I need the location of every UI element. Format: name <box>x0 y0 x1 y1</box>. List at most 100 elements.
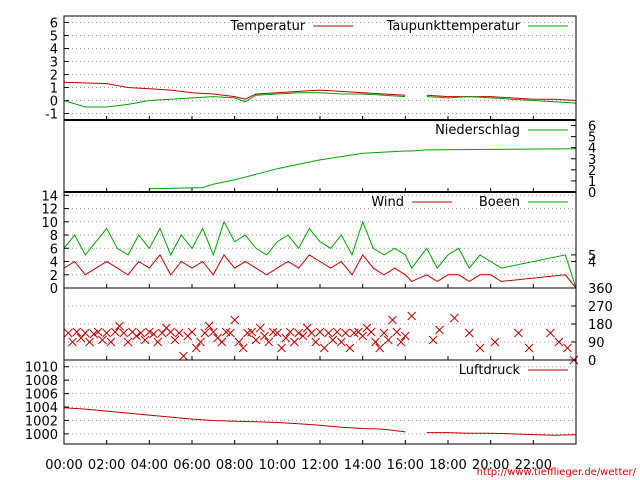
panel-4 <box>63 287 579 365</box>
wind-direction-point <box>76 333 86 343</box>
wind-direction-point <box>217 337 227 347</box>
y-tick-label: 1006 <box>25 388 58 403</box>
y-tick-label: 6 <box>50 17 58 32</box>
wind-direction-point <box>379 328 389 338</box>
x-tick-label: 00:00 <box>45 458 82 473</box>
y2-tick-label: 360 <box>588 282 613 297</box>
wind-direction-point <box>102 328 112 338</box>
y-tick-label: 1 <box>50 82 58 97</box>
wind-direction-point <box>123 337 133 347</box>
series-line-boeen <box>63 220 577 289</box>
wind-direction-point <box>307 328 316 338</box>
legend-label: Niederschlag <box>435 123 520 138</box>
y2-tick-label: 4 <box>588 142 596 157</box>
legend-label: Taupunkttemperatur <box>386 19 521 34</box>
x-tick-label: 04:00 <box>131 458 168 473</box>
wind-direction-point <box>93 327 103 337</box>
wind-direction-point <box>247 327 257 337</box>
y2-tick-label: 0 <box>588 186 596 201</box>
x-tick-label: 22:00 <box>515 458 552 473</box>
y-tick-label: 3 <box>50 56 58 71</box>
wind-direction-point <box>324 328 333 338</box>
y-tick-label: 4 <box>50 256 58 271</box>
wind-direction-point <box>272 328 282 338</box>
wind-direction-point <box>315 327 325 337</box>
y-tick-label: -1 <box>45 108 58 123</box>
wind-direction-point <box>388 315 397 325</box>
x-tick-label: 18:00 <box>429 458 466 473</box>
x-tick-label: 14:00 <box>344 458 381 473</box>
x-tick-label: 10:00 <box>259 458 296 473</box>
wind-direction-point <box>563 343 572 353</box>
wind-direction-point <box>383 335 393 345</box>
series-line-luftdruck <box>63 407 577 436</box>
wind-direction-point <box>149 329 158 339</box>
legend-label: Boeen <box>479 195 520 210</box>
wind-direction-point <box>311 337 321 347</box>
wind-direction-point <box>475 343 485 353</box>
y-tick-label: 4 <box>50 43 58 58</box>
y2-tick-label: 1 <box>588 175 596 190</box>
wind-direction-point <box>110 327 120 337</box>
wind-direction-point <box>157 328 167 338</box>
wind-direction-point <box>435 325 444 335</box>
y-tick-label: 8 <box>50 229 58 244</box>
y2-tick-label: 0 <box>588 354 596 369</box>
wind-direction-point <box>89 329 99 339</box>
legend-label: Wind <box>371 195 404 210</box>
wind-direction-point <box>251 335 261 345</box>
wind-direction-point <box>428 335 438 345</box>
wind-direction-point <box>106 337 116 347</box>
wind-direction-point <box>72 327 82 337</box>
wind-direction-point <box>524 343 534 353</box>
wind-direction-point <box>68 337 77 347</box>
y2-tick-label: 5 <box>588 249 596 264</box>
wind-direction-point <box>319 343 329 353</box>
wind-direction-point <box>255 323 265 333</box>
y-tick-label: 14 <box>41 189 58 204</box>
y-tick-label: 12 <box>41 203 58 218</box>
wind-direction-point <box>115 321 124 331</box>
wind-direction-point <box>187 327 197 337</box>
wind-direction-point <box>98 335 107 345</box>
wind-direction-point <box>140 335 150 345</box>
wind-direction-point <box>238 343 248 353</box>
wind-direction-point <box>341 328 350 338</box>
wind-direction-point <box>392 327 402 337</box>
y-tick-label: 1008 <box>25 374 58 389</box>
wind-direction-point <box>200 328 210 338</box>
wind-direction-point <box>80 328 90 338</box>
wind-direction-point <box>450 313 459 323</box>
wind-direction-point <box>396 337 406 347</box>
series-line-wind <box>63 253 577 289</box>
x-tick-label: 12:00 <box>301 458 338 473</box>
wind-direction-point <box>170 335 180 345</box>
y2-tick-label: 270 <box>588 300 613 315</box>
y2-tick-label: 6 <box>588 120 596 135</box>
y-tick-label: 1004 <box>25 401 58 416</box>
wind-direction-point <box>234 337 244 347</box>
wind-direction-point <box>144 327 154 337</box>
wind-direction-point <box>136 328 146 338</box>
legend-label: Luftdruck <box>459 363 521 378</box>
series-line-temperatur <box>63 81 577 101</box>
wind-direction-point <box>290 337 299 347</box>
y2-tick-label: 4 <box>588 256 596 271</box>
wind-direction-point <box>119 328 129 338</box>
y-tick-label: 1002 <box>25 414 58 429</box>
x-tick-label: 08:00 <box>216 458 253 473</box>
wind-direction-point <box>332 327 342 337</box>
wind-direction-point <box>179 351 188 361</box>
y-tick-label: 10 <box>41 216 58 231</box>
wind-direction-point <box>230 315 240 325</box>
wind-direction-point <box>554 337 564 347</box>
x-tick-label: 02:00 <box>88 458 125 473</box>
y2-tick-label: 5 <box>588 131 596 146</box>
y-tick-label: 6 <box>50 242 58 257</box>
wind-direction-point <box>514 328 523 338</box>
y2-tick-label: 180 <box>588 318 613 333</box>
wind-direction-point <box>63 328 73 338</box>
y-tick-label: 1000 <box>25 428 58 443</box>
wind-direction-point <box>260 331 269 341</box>
